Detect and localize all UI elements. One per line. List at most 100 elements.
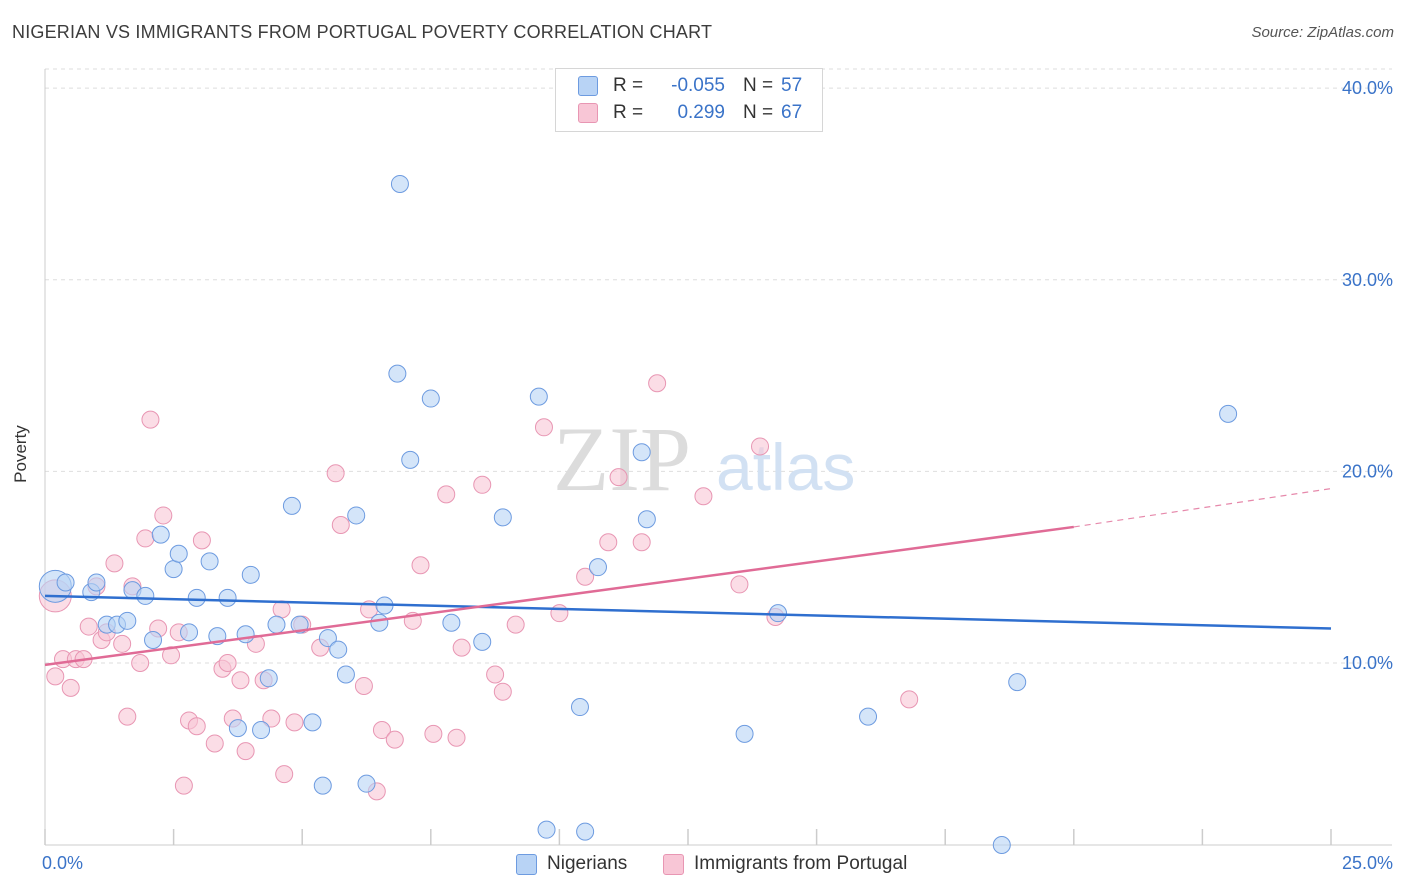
point-portugal xyxy=(218,653,237,672)
point-portugal xyxy=(900,690,919,709)
point-portugal xyxy=(236,742,255,761)
point-nigerians xyxy=(588,558,607,577)
point-nigerians xyxy=(318,629,337,648)
point-nigerians xyxy=(136,586,155,605)
series-legend-label-portugal: Immigrants from Portugal xyxy=(694,853,908,874)
point-nigerians xyxy=(200,552,219,571)
point-portugal xyxy=(648,374,667,393)
point-portugal xyxy=(534,418,553,437)
point-portugal xyxy=(285,713,304,732)
watermark: ZIP atlas xyxy=(553,408,855,510)
point-nigerians xyxy=(290,615,309,634)
legend-r-value: -0.055 xyxy=(671,75,725,96)
point-nigerians xyxy=(336,665,355,684)
point-nigerians xyxy=(267,615,286,634)
point-portugal xyxy=(131,653,150,672)
point-portugal xyxy=(599,533,618,552)
point-nigerians xyxy=(180,623,199,642)
point-nigerians xyxy=(164,560,183,579)
point-nigerians xyxy=(859,707,878,726)
legend-n-value: 67 xyxy=(781,102,803,123)
trend-lines xyxy=(44,488,1332,667)
point-nigerians xyxy=(329,640,348,659)
point-portugal xyxy=(473,475,492,494)
x-tick-label-min: 0.0% xyxy=(42,853,83,873)
point-nigerians xyxy=(390,174,409,193)
point-portugal xyxy=(550,604,569,623)
point-portugal xyxy=(632,533,651,552)
y-tick-label: 20.0% xyxy=(1342,461,1393,481)
point-nigerians xyxy=(570,698,589,717)
point-portugal xyxy=(372,721,391,740)
point-portugal xyxy=(192,531,211,550)
legend-row-nigerians: R = -0.055 N = 57 xyxy=(578,74,802,98)
series-legend-portugal: Immigrants from Portugal xyxy=(663,852,907,876)
point-nigerians xyxy=(218,588,237,607)
point-nigerians xyxy=(576,822,595,841)
point-portugal xyxy=(331,516,350,535)
point-portugal xyxy=(486,665,505,684)
point-portugal xyxy=(493,682,512,701)
legend-r-value: 0.299 xyxy=(677,102,725,123)
series-legend-nigerians: Nigerians xyxy=(516,852,627,876)
point-portugal xyxy=(272,600,291,619)
y-tick-label: 30.0% xyxy=(1342,270,1393,290)
point-nigerians xyxy=(401,450,420,469)
point-portugal xyxy=(231,671,250,690)
point-nigerians xyxy=(282,496,301,515)
series-immigrants-from-portugal xyxy=(38,374,919,801)
y-tick-label: 40.0% xyxy=(1342,78,1393,98)
x-tick-label-max: 25.0% xyxy=(1342,853,1393,873)
point-portugal xyxy=(262,709,281,728)
point-portugal xyxy=(506,615,525,634)
watermark-zip: ZIP xyxy=(553,408,691,510)
point-portugal xyxy=(326,464,345,483)
point-portugal xyxy=(576,567,595,586)
point-nigerians xyxy=(1008,673,1027,692)
point-nigerians xyxy=(151,525,170,544)
trend-line-nigerians xyxy=(44,594,1332,630)
point-nigerians xyxy=(473,632,492,651)
series-legend-swatch-portugal xyxy=(663,853,684,875)
point-portugal xyxy=(447,728,466,747)
legend-swatch-nigerians xyxy=(578,76,598,96)
point-portugal xyxy=(136,529,155,548)
point-nigerians xyxy=(187,588,206,607)
point-portugal xyxy=(275,765,294,784)
legend-r-label: R = xyxy=(613,102,644,123)
legend-n-label: N = xyxy=(743,75,774,96)
point-nigerians xyxy=(313,776,332,795)
point-nigerians xyxy=(1219,404,1238,423)
point-nigerians xyxy=(303,713,322,732)
point-nigerians xyxy=(357,774,376,793)
point-nigerians xyxy=(637,510,656,529)
point-portugal xyxy=(609,468,628,487)
correlation-legend: R = -0.055 N = 57 R = 0.299 N = 67 xyxy=(555,68,823,132)
point-portugal xyxy=(141,410,160,429)
point-portugal xyxy=(424,724,443,743)
chart-title: NIGERIAN VS IMMIGRANTS FROM PORTUGAL POV… xyxy=(12,22,713,42)
point-nigerians xyxy=(442,613,461,632)
point-portugal xyxy=(205,734,224,753)
point-portugal xyxy=(751,437,770,456)
point-portugal xyxy=(174,776,193,795)
trend-line-portugal-extension xyxy=(1073,488,1332,528)
point-nigerians xyxy=(370,613,389,632)
point-portugal xyxy=(452,638,471,657)
point-nigerians xyxy=(259,669,278,688)
series-legend-label-nigerians: Nigerians xyxy=(547,853,628,874)
point-nigerians xyxy=(144,630,163,649)
point-nigerians xyxy=(252,721,271,740)
point-nigerians xyxy=(493,508,512,527)
point-nigerians xyxy=(388,364,407,383)
point-portugal xyxy=(46,667,65,686)
point-portugal xyxy=(113,634,132,653)
point-portugal xyxy=(385,730,404,749)
chart-source: Source: ZipAtlas.com xyxy=(1251,24,1394,41)
point-portugal xyxy=(694,487,713,506)
point-nigerians xyxy=(529,387,548,406)
series-nigerians xyxy=(38,174,1238,854)
point-portugal xyxy=(437,485,456,504)
legend-n-label: N = xyxy=(743,102,774,123)
